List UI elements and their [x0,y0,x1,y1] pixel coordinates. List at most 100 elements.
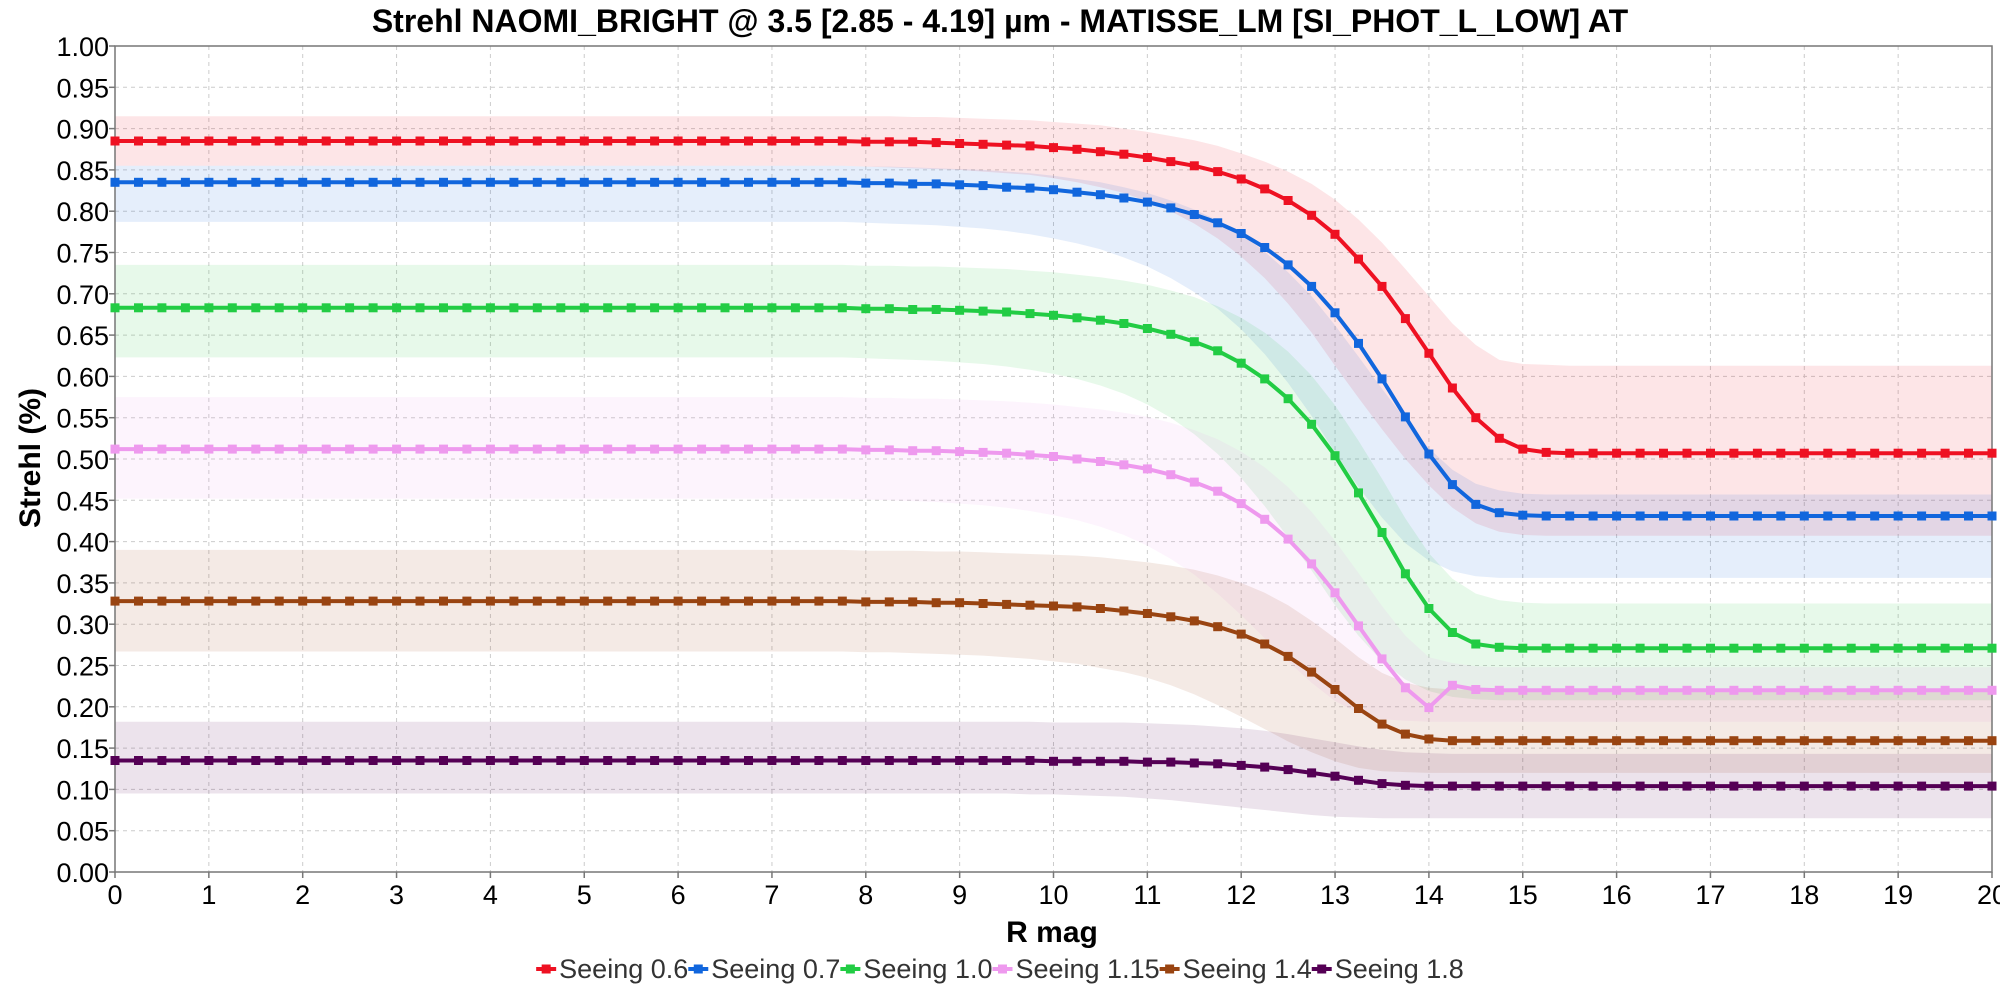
data-point [439,177,448,187]
data-point [439,756,448,765]
y-tick-label: 0.25 [56,652,109,682]
data-point [274,756,284,765]
data-point [1518,643,1528,653]
data-point [1706,685,1715,695]
data-point [1870,781,1880,791]
data-point [1846,511,1856,521]
legend[interactable]: Seeing 0.6 Seeing 0.7 Seeing 1.0 Seeing 1.1… [536,954,1464,984]
x-tick-label: 11 [1133,880,1161,910]
data-point [908,305,918,314]
legend-item[interactable]: Seeing 0.7 [688,954,840,984]
data-point [1236,229,1246,238]
data-point [1635,781,1645,791]
data-point [274,303,284,313]
data-point [767,596,777,606]
data-point [1752,511,1762,521]
y-tick-label: 0.70 [56,280,109,310]
data-point [1635,736,1645,746]
data-point [1776,643,1786,653]
y-axis-label: Strehl (%) [14,388,47,528]
data-point [1752,685,1762,695]
data-point [345,756,355,765]
data-point [1917,685,1927,695]
data-point [861,304,871,314]
data-point [861,137,871,147]
data-point [1588,685,1598,695]
data-point [532,756,542,765]
data-point [955,598,965,608]
data-point [392,756,402,765]
data-point [1846,448,1856,458]
data-point [1752,448,1762,458]
data-point [1682,511,1692,521]
data-point [509,303,519,313]
legend-item[interactable]: Seeing 1.0 [840,954,992,984]
data-point [1823,643,1833,653]
data-point [1659,781,1668,791]
data-point [1706,643,1715,653]
data-point [157,177,167,187]
data-point [1846,781,1856,791]
data-point [650,756,660,765]
data-point [1987,643,1997,653]
data-point [345,136,355,146]
data-point [1330,685,1340,694]
legend-item[interactable]: Seeing 1.15 [992,954,1160,984]
legend-item[interactable]: Seeing 1.4 [1159,954,1312,984]
data-point [1142,324,1152,333]
data-point [1917,643,1927,653]
x-tick-label: 20 [1977,880,2000,910]
data-point [1307,559,1317,569]
data-point [1260,243,1270,252]
data-point [1236,358,1246,368]
data-point [1283,260,1293,270]
legend-item[interactable]: Seeing 0.6 [536,954,688,984]
data-point [415,177,425,187]
data-point [1283,196,1293,205]
data-point [1142,197,1152,207]
data-point [1283,534,1293,544]
data-point [462,136,472,146]
data-point [439,303,448,313]
data-point [392,177,402,187]
data-point [955,139,965,148]
data-point [908,756,918,765]
data-point [978,306,988,316]
data-point [790,444,800,454]
data-point [1776,448,1786,458]
data-point [157,756,167,765]
x-tick-label: 19 [1883,880,1913,910]
data-point [1471,781,1481,791]
data-point [1049,756,1058,766]
data-point [1002,140,1012,150]
data-point [556,596,566,606]
data-point [1940,685,1950,695]
data-point [1823,448,1833,458]
data-point [368,444,378,454]
data-point [720,596,730,606]
data-point [1025,309,1035,319]
data-point [1447,736,1457,746]
data-point [227,596,237,606]
data-point [1447,383,1457,393]
data-point [509,136,519,146]
data-point [439,596,448,606]
data-point [1987,781,1997,791]
data-point [744,596,753,606]
data-point [368,177,378,187]
data-point [485,177,495,187]
data-point [1189,161,1199,171]
data-point [462,444,472,454]
data-point [1776,736,1786,746]
data-point [1799,685,1809,695]
legend-item[interactable]: Seeing 1.8 [1311,954,1464,984]
data-point [251,756,261,765]
data-point [1917,736,1927,746]
data-point [1893,643,1903,653]
data-point [673,177,683,187]
data-point [1706,448,1715,458]
data-point [931,598,941,608]
data-point [1612,643,1622,653]
data-point [1659,736,1668,746]
data-point [1940,511,1950,521]
